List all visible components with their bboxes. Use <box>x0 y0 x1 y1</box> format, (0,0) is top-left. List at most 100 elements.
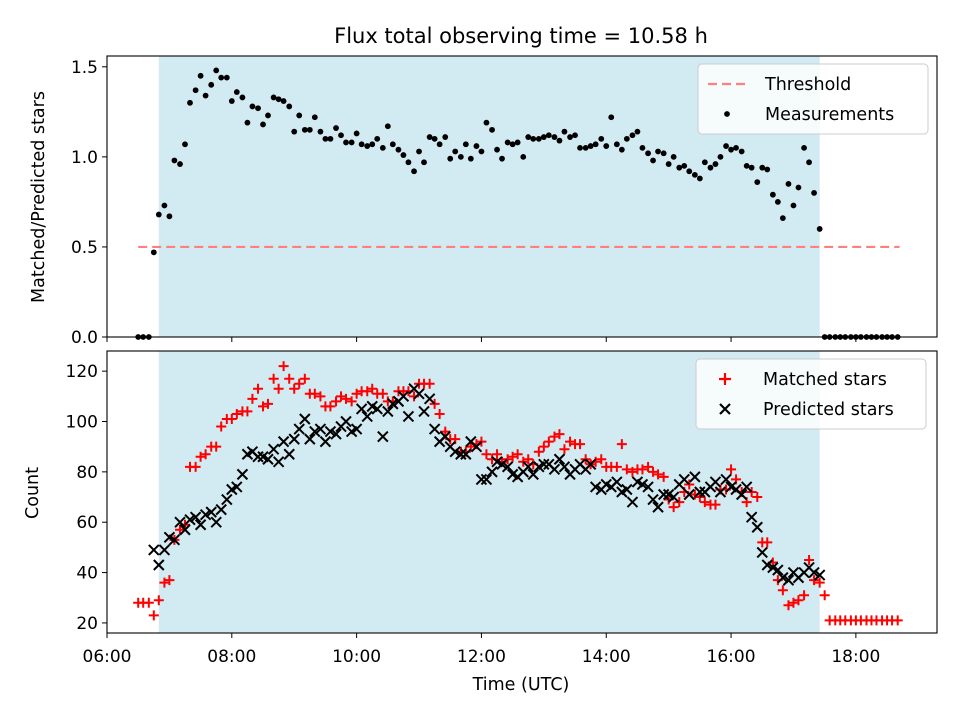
predicted-star-point <box>449 446 461 458</box>
measurement-point <box>655 148 661 155</box>
matched-star-point <box>819 590 830 601</box>
matched-star-point <box>299 373 310 384</box>
predicted-star-point <box>355 403 368 415</box>
measurement-point <box>489 126 495 133</box>
measurement-point <box>358 141 365 148</box>
measurement-point <box>691 171 698 178</box>
predicted-star-point <box>813 569 826 581</box>
legend-measurements-swatch <box>724 111 730 117</box>
predicted-star-point <box>319 435 332 448</box>
measurement-point <box>494 146 500 153</box>
measurement-point <box>447 155 454 162</box>
measurement-point <box>561 128 568 135</box>
measurement-point <box>296 112 303 119</box>
predicted-star-point <box>470 440 483 453</box>
predicted-star-point <box>174 516 186 528</box>
matched-star-point <box>377 388 388 399</box>
measurement-point <box>801 144 807 151</box>
matched-star-point <box>752 492 763 503</box>
predicted-star-point <box>772 564 784 576</box>
predicted-star-point <box>553 453 566 465</box>
top-y-tick-label: 1.0 <box>71 148 98 168</box>
matched-star-point <box>440 426 451 437</box>
measurement-point <box>754 179 761 185</box>
measurement-point <box>223 74 230 81</box>
matched-star-point <box>273 383 284 394</box>
matched-star-point <box>674 497 685 508</box>
matched-star-point <box>658 471 669 482</box>
bottom-y-tick-label: 20 <box>76 614 98 634</box>
matched-star-point <box>533 446 544 457</box>
measurement-point <box>275 96 282 103</box>
measurement-point <box>795 184 802 191</box>
matched-star-point <box>231 408 242 419</box>
bottom-y-tick-label: 120 <box>66 362 98 382</box>
measurement-point <box>504 139 511 146</box>
measurement-point <box>545 132 552 139</box>
matched-star-point <box>476 436 487 447</box>
predicted-star-point <box>158 544 171 556</box>
predicted-star-point <box>460 448 472 460</box>
legend-matched-swatch <box>719 373 731 385</box>
measurement-point <box>660 150 667 157</box>
measurement-point <box>228 98 235 104</box>
predicted-star-point <box>678 473 690 486</box>
predicted-star-point <box>397 390 410 403</box>
predicted-star-point <box>782 574 795 586</box>
top-panel-ratio: 0.0 0.5 1.0 1.5 Threshold Measurements <box>71 55 938 348</box>
measurement-point <box>374 135 381 142</box>
matched-star-point <box>294 378 305 389</box>
predicted-star-point <box>548 463 561 476</box>
predicted-star-point <box>402 410 415 423</box>
predicted-star-point <box>382 405 394 418</box>
measurement-point <box>442 134 449 140</box>
predicted-star-point <box>735 488 748 501</box>
matched-star-point <box>253 383 264 394</box>
matched-star-point <box>809 575 820 586</box>
predicted-star-point <box>148 544 160 556</box>
measurement-point <box>728 146 734 153</box>
predicted-star-point <box>153 559 165 571</box>
predicted-star-point <box>262 453 274 465</box>
bottom-axes-frame <box>106 350 938 634</box>
measurement-point <box>738 148 745 155</box>
matched-star-point <box>429 398 440 409</box>
bottom-panel-counts: 20 40 60 80 100 120 06:00 08:00 10:00 12:00 14:00 1… <box>66 350 938 667</box>
measurement-point <box>650 157 656 164</box>
matched-star-point <box>226 413 237 424</box>
measurement-point <box>665 161 672 167</box>
predicted-star-point <box>309 425 321 438</box>
predicted-star-point <box>558 461 571 473</box>
measurement-point <box>270 94 277 101</box>
measurement-point <box>369 141 376 148</box>
measurement-point <box>603 143 610 149</box>
measurement-point <box>551 134 558 140</box>
measurement-point <box>431 135 438 142</box>
matched-star-point <box>247 393 258 404</box>
measurement-point <box>364 143 371 149</box>
predicted-star-point <box>387 398 399 410</box>
measurement-point <box>197 72 204 79</box>
measurement-point <box>520 153 527 160</box>
predicted-star-point <box>361 410 373 423</box>
predicted-star-point <box>168 534 181 546</box>
predicted-star-point <box>720 473 732 486</box>
x-tick-label: 06:00 <box>83 647 132 667</box>
measurement-point <box>785 180 792 187</box>
matched-star-point <box>611 461 622 472</box>
measurement-point <box>155 211 162 218</box>
predicted-star-point <box>777 571 789 584</box>
predicted-star-point <box>761 559 773 571</box>
measurement-point <box>629 132 636 139</box>
measurement-point <box>701 159 708 166</box>
top-legend-label: Measurements <box>765 105 894 125</box>
measurement-point <box>712 161 719 167</box>
measurement-point <box>535 135 542 142</box>
matched-star-point <box>512 449 523 460</box>
predicted-star-point <box>324 425 337 438</box>
predicted-star-point <box>486 466 498 478</box>
measurement-point <box>333 125 339 131</box>
measurement-point <box>389 141 396 148</box>
measurement-point <box>645 150 651 157</box>
